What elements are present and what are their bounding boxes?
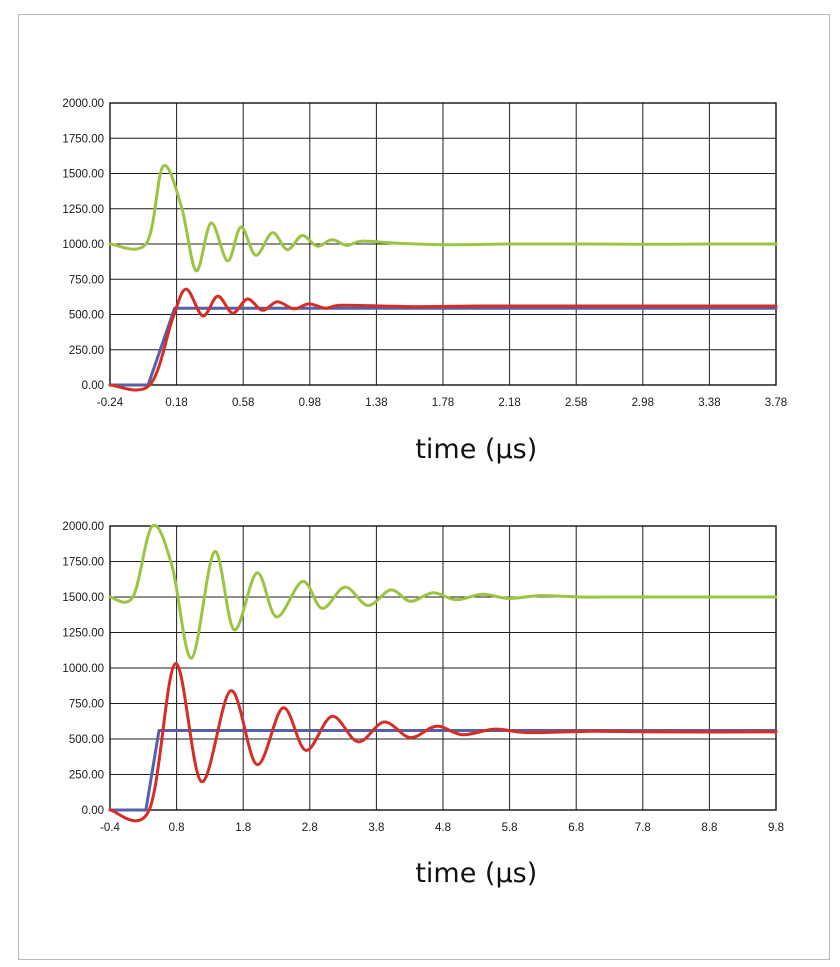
x-tick-label: 0.18 — [165, 397, 187, 409]
series-line-3 — [108, 287, 778, 392]
x-tick-label: 0.8 — [169, 822, 185, 834]
x-tick-label: 5.8 — [502, 822, 518, 834]
series-line-2 — [108, 729, 778, 812]
y-tick-label: 500.00 — [69, 734, 104, 746]
y-tick-label: 1250.00 — [62, 628, 104, 640]
y-tick-label: 1000.00 — [62, 239, 104, 251]
x-tick-label: 3.38 — [698, 397, 720, 409]
x-tick-label: 1.78 — [432, 397, 454, 409]
series-line-1 — [108, 164, 778, 273]
y-tick-label: 0.00 — [82, 380, 104, 392]
y-tick-label: 750.00 — [69, 699, 104, 711]
y-tick-label: 1500.00 — [62, 592, 104, 604]
y-tick-label: 0.00 — [82, 805, 104, 817]
x-tick-label: -0.24 — [97, 397, 124, 409]
y-tick-label: 1750.00 — [62, 557, 104, 569]
x-tick-label: 2.8 — [302, 822, 318, 834]
y-tick-label: 250.00 — [69, 770, 104, 782]
y-tick-label: 500.00 — [69, 310, 104, 322]
y-tick-label: 2000.00 — [62, 98, 104, 110]
x-tick-label: 0.58 — [232, 397, 254, 409]
figure-frame — [18, 14, 830, 960]
y-tick-label: 1500.00 — [62, 169, 104, 181]
x-tick-label: 3.8 — [368, 822, 384, 834]
y-tick-label: 750.00 — [69, 274, 104, 286]
x-tick-label: 9.8 — [768, 822, 784, 834]
series-line-1 — [108, 523, 778, 660]
x-tick-label: 1.38 — [365, 397, 387, 409]
x-tick-label: 4.8 — [435, 822, 451, 834]
y-tick-label: 1750.00 — [62, 133, 104, 145]
x-tick-label: 8.8 — [701, 822, 717, 834]
x-tick-label: 0.98 — [299, 397, 321, 409]
x-axis-title: time (µs) — [415, 434, 537, 465]
plot-area — [109, 525, 777, 811]
x-tick-label: 7.8 — [635, 822, 651, 834]
x-tick-label: 3.78 — [765, 397, 787, 409]
y-tick-label: 1250.00 — [62, 204, 104, 216]
x-axis-title: time (µs) — [415, 858, 537, 889]
x-tick-label: 2.18 — [498, 397, 520, 409]
x-tick-label: 6.8 — [568, 822, 584, 834]
y-tick-label: 1000.00 — [62, 663, 104, 675]
series-line-3 — [108, 662, 778, 823]
series-line-2 — [108, 306, 778, 387]
y-tick-label: 250.00 — [69, 345, 104, 357]
x-tick-label: 1.8 — [235, 822, 251, 834]
x-tick-label: 2.58 — [565, 397, 587, 409]
x-tick-label: -0.4 — [100, 822, 120, 834]
y-tick-label: 2000.00 — [62, 521, 104, 533]
x-tick-label: 2.98 — [632, 397, 654, 409]
